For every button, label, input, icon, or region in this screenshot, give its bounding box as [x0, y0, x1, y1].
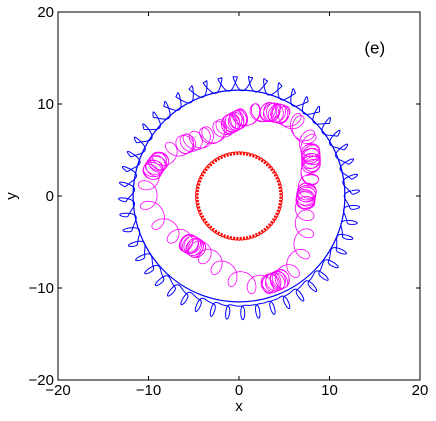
y-axis-label: y	[3, 192, 20, 200]
x-tick-label: −10	[136, 382, 161, 399]
y-tick-label: 20	[37, 4, 54, 21]
y-tick-label: −20	[29, 372, 54, 389]
x-tick-label: 0	[235, 382, 243, 399]
series-blue-outer-ring	[118, 76, 361, 321]
y-tick-label: 0	[46, 188, 54, 205]
x-tick-label: −20	[45, 382, 70, 399]
axis-ticks: −20 −10 0 10 20 −20 −10 0 10 20	[29, 4, 429, 399]
x-axis-label: x	[235, 398, 243, 415]
plot-area	[118, 76, 361, 321]
series-red-inner-ring	[195, 151, 283, 241]
series-blue-inner-edge	[132, 89, 346, 303]
panel-label: (e)	[364, 38, 385, 57]
x-tick-label: 10	[321, 382, 338, 399]
series-magenta-trajectory	[137, 102, 321, 295]
x-tick-label: 20	[412, 382, 429, 399]
y-tick-label: −10	[29, 280, 54, 297]
y-tick-label: 10	[37, 96, 54, 113]
